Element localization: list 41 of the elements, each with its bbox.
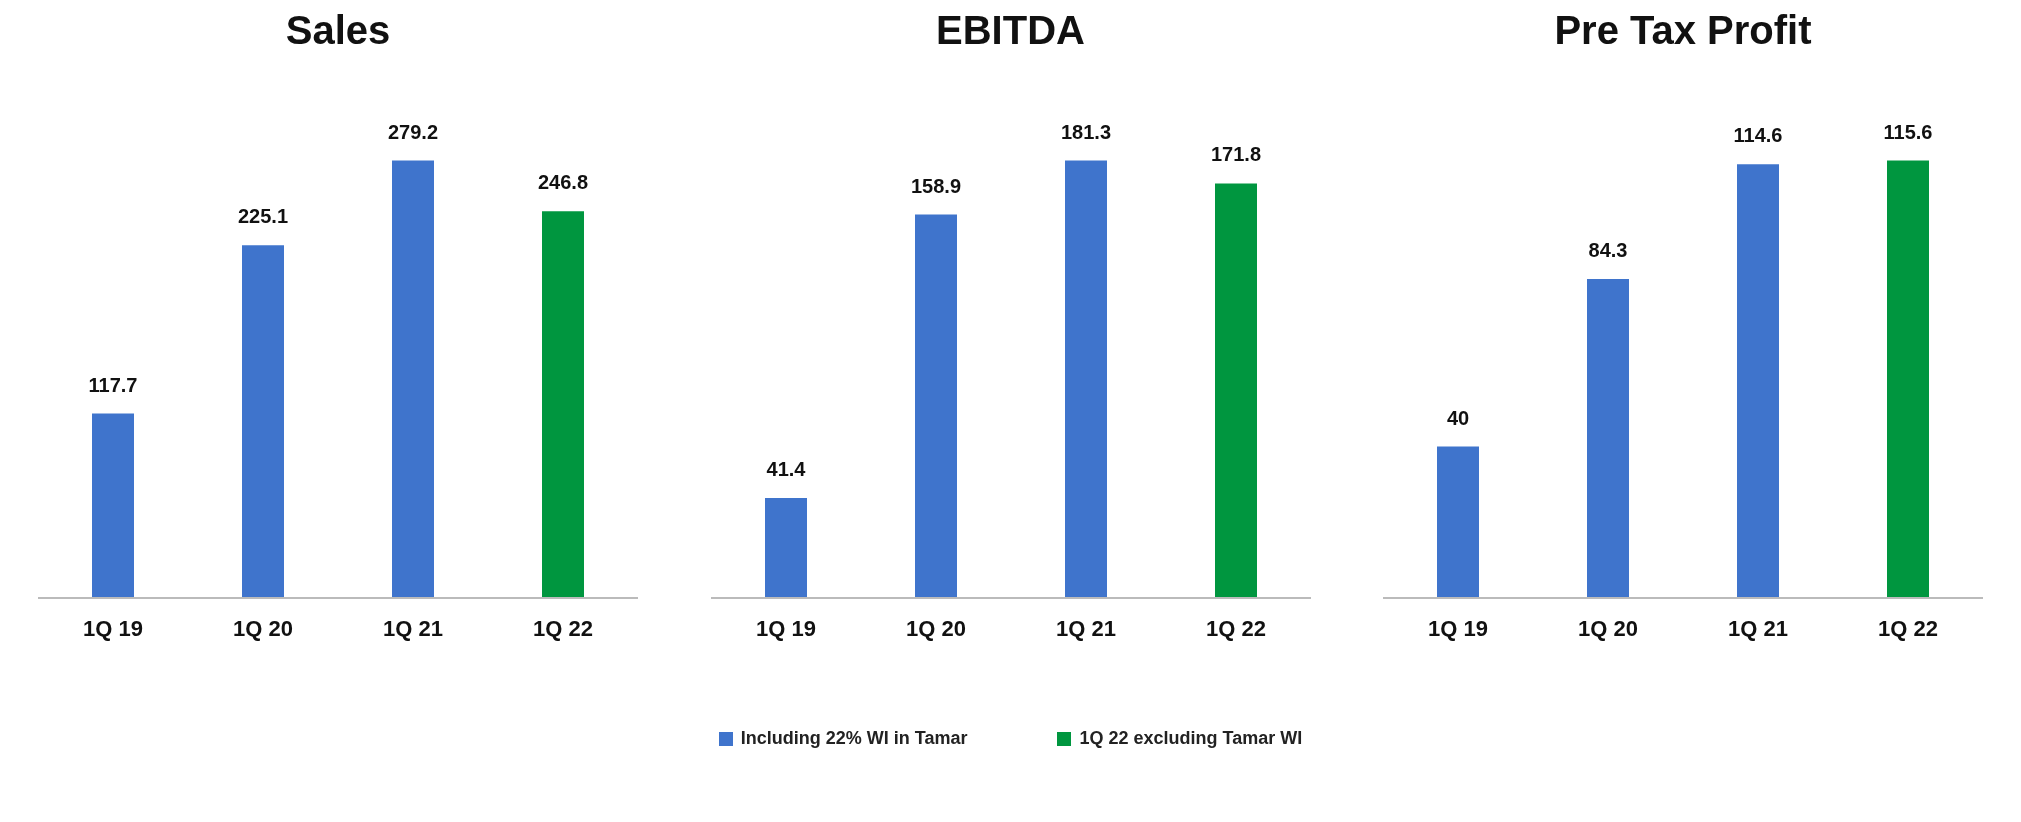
data-label: 246.8	[537, 171, 589, 194]
bar	[1214, 183, 1257, 598]
x-tick-label: 1Q 21	[1055, 615, 1116, 641]
data-label: 40	[1446, 406, 1470, 429]
data-label: 117.7	[88, 373, 138, 396]
bar	[1587, 278, 1629, 598]
x-tick-label: 1Q 19	[1428, 615, 1488, 641]
bar	[1064, 160, 1107, 598]
data-label: 41.4	[766, 458, 806, 481]
x-tick-label: 1Q 20	[1578, 615, 1638, 641]
bar	[1437, 446, 1479, 598]
data-label: 115.6	[1883, 120, 1933, 143]
bar	[1887, 160, 1929, 598]
bar	[392, 160, 434, 598]
data-label: 171.8	[1210, 143, 1261, 166]
data-label: 84.3	[1588, 238, 1628, 261]
x-tick-label: 1Q 20	[233, 615, 293, 641]
x-tick-label: 1Q 20	[905, 615, 966, 641]
data-label: 158.9	[910, 174, 961, 197]
bar	[1737, 164, 1779, 598]
bar	[92, 413, 134, 598]
data-label: 181.3	[1060, 120, 1111, 143]
legend-label: 1Q 22 excluding Tamar WI	[1079, 728, 1303, 749]
chart-title: Pre Tax Profit	[1554, 8, 1812, 54]
data-label: 114.6	[1733, 124, 1783, 147]
x-tick-label: 1Q 21	[1728, 615, 1788, 641]
chart-title: Sales	[285, 8, 391, 54]
bar	[914, 214, 957, 598]
bar	[764, 498, 807, 598]
bar	[542, 211, 584, 598]
x-tick-label: 1Q 19	[755, 615, 816, 641]
chart-title: EBITDA	[936, 8, 1085, 54]
x-tick-label: 1Q 22	[1205, 615, 1266, 641]
data-label: 279.2	[387, 120, 439, 143]
legend-label: Including 22% WI in Tamar	[740, 728, 968, 749]
data-label: 225.1	[237, 205, 289, 228]
x-tick-label: 1Q 22	[533, 615, 593, 641]
x-tick-label: 1Q 21	[383, 615, 443, 641]
x-tick-label: 1Q 19	[83, 615, 143, 641]
bar	[242, 245, 284, 598]
x-tick-label: 1Q 22	[1878, 615, 1938, 641]
